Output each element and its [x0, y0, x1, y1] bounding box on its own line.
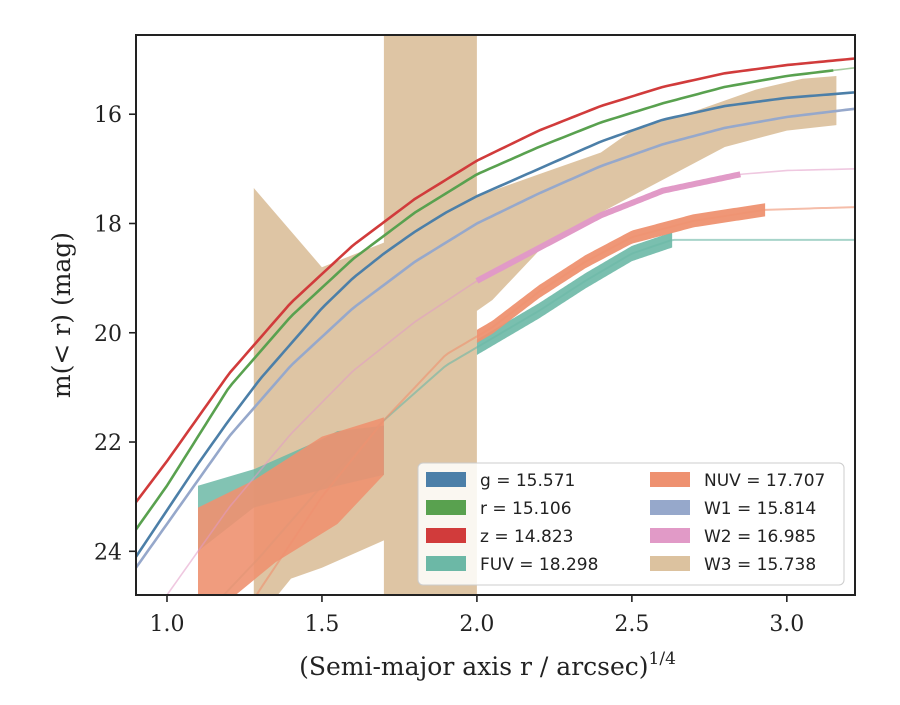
y-tick-label: 16: [94, 103, 122, 128]
legend-swatch-W1: [650, 500, 690, 515]
legend-label-g: g = 15.571: [480, 471, 575, 491]
legend: g = 15.571 r = 15.106 z = 14.823 FUV = 18.2…: [417, 462, 845, 586]
observed-curve-z: [136, 57, 855, 503]
observed-curve-W2: [475, 171, 741, 284]
band-FUV: [476, 232, 673, 355]
band-NUV: [476, 203, 766, 343]
series-g: [136, 91, 855, 558]
legend-swatch-z: [426, 528, 466, 543]
legend-box: [417, 462, 845, 586]
legend-swatch-NUV: [650, 472, 690, 487]
legend-label-NUV: NUV = 17.707: [704, 471, 825, 491]
x-tick-label: 3.0: [769, 612, 804, 637]
series-z: [136, 57, 855, 503]
x-tick-label: 1.0: [149, 612, 184, 637]
x-tick-label: 2.5: [614, 612, 649, 637]
y-tick-label: 20: [94, 322, 122, 347]
series-r: [136, 66, 855, 531]
x-tick-label: 2.0: [459, 612, 494, 637]
legend-swatch-r: [426, 500, 466, 515]
y-tick-label: 18: [94, 212, 122, 237]
y-tick-label: 24: [94, 540, 122, 565]
x-tick-label: 1.5: [304, 612, 339, 637]
legend-label-FUV: FUV = 18.298: [480, 555, 598, 575]
axes-layer: 1.0 1.5 2.0 2.5 3.0 16 18 20 22 24 (Semi-major axi…: [47, 34, 856, 681]
y-tick-label: 22: [94, 431, 122, 456]
band-NUV-inner: [198, 417, 384, 595]
y-axis-label: m(< r) (mag): [47, 232, 76, 398]
observed-curve-g: [136, 91, 855, 558]
series-W1: [136, 107, 855, 569]
plot-frame: [135, 34, 856, 596]
series-NUV: [198, 203, 855, 595]
data-layer: [136, 35, 855, 595]
x-axis-label: (Semi-major axis r / arcsec)1/4: [299, 649, 676, 681]
legend-label-W2: W2 = 16.985: [704, 527, 816, 547]
band-W3: [253, 35, 837, 595]
legend-swatch-W3: [650, 556, 690, 571]
observed-curve-r: [136, 69, 834, 531]
legend-swatch-g: [426, 472, 466, 487]
legend-label-W1: W1 = 15.814: [704, 499, 816, 519]
legend-swatch-FUV: [426, 556, 466, 571]
legend-label-z: z = 14.823: [480, 527, 573, 547]
legend-label-r: r = 15.106: [480, 499, 572, 519]
legend-swatch-W2: [650, 528, 690, 543]
legend-label-W3: W3 = 15.738: [704, 555, 816, 575]
series-W3: [253, 35, 837, 595]
series-W2: [166, 168, 855, 595]
observed-curve-W1: [136, 107, 855, 569]
